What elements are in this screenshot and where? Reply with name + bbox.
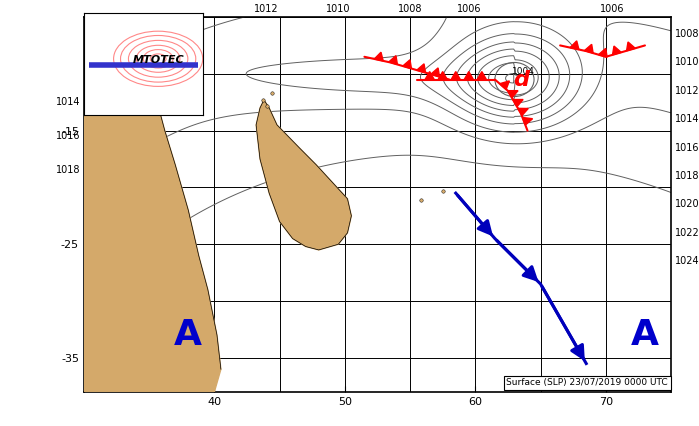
Text: 1022: 1022 xyxy=(675,228,699,238)
Polygon shape xyxy=(438,72,447,80)
Text: 1024: 1024 xyxy=(675,256,699,266)
Text: d: d xyxy=(513,69,529,89)
Polygon shape xyxy=(507,91,518,98)
Polygon shape xyxy=(477,72,487,80)
Polygon shape xyxy=(84,17,221,392)
Text: 1006: 1006 xyxy=(456,4,481,14)
Text: 1010: 1010 xyxy=(326,4,351,14)
Text: 1018: 1018 xyxy=(675,171,699,181)
Polygon shape xyxy=(570,41,579,49)
Text: 1014: 1014 xyxy=(55,97,80,107)
Text: 1018: 1018 xyxy=(55,165,80,176)
Polygon shape xyxy=(403,60,412,69)
Polygon shape xyxy=(431,68,440,77)
Polygon shape xyxy=(451,72,461,80)
Text: 1020: 1020 xyxy=(675,199,699,210)
Polygon shape xyxy=(518,108,528,115)
Text: A: A xyxy=(174,318,202,352)
Polygon shape xyxy=(513,100,523,106)
Polygon shape xyxy=(425,72,434,80)
Text: 1010: 1010 xyxy=(675,58,699,67)
Text: 1006: 1006 xyxy=(600,4,625,14)
Text: 1016: 1016 xyxy=(55,131,80,141)
Text: MTOTEC: MTOTEC xyxy=(132,55,184,65)
Text: 1014: 1014 xyxy=(675,114,699,124)
Text: 1012: 1012 xyxy=(254,4,279,14)
Text: A: A xyxy=(631,318,659,352)
Polygon shape xyxy=(598,49,607,57)
Polygon shape xyxy=(464,72,473,80)
Polygon shape xyxy=(522,118,533,125)
Polygon shape xyxy=(256,100,352,250)
Polygon shape xyxy=(417,64,426,72)
Polygon shape xyxy=(612,46,621,55)
Text: 1008: 1008 xyxy=(675,29,699,39)
Text: Surface (SLP) 23/07/2019 0000 UTC: Surface (SLP) 23/07/2019 0000 UTC xyxy=(507,378,668,387)
Polygon shape xyxy=(389,56,398,64)
Polygon shape xyxy=(375,52,383,61)
Text: 1012: 1012 xyxy=(675,86,699,96)
Text: 1016: 1016 xyxy=(675,143,699,153)
Polygon shape xyxy=(584,44,593,53)
Polygon shape xyxy=(626,42,635,51)
Text: 1004: 1004 xyxy=(512,67,535,76)
Polygon shape xyxy=(500,81,510,89)
Text: 1008: 1008 xyxy=(398,4,422,14)
